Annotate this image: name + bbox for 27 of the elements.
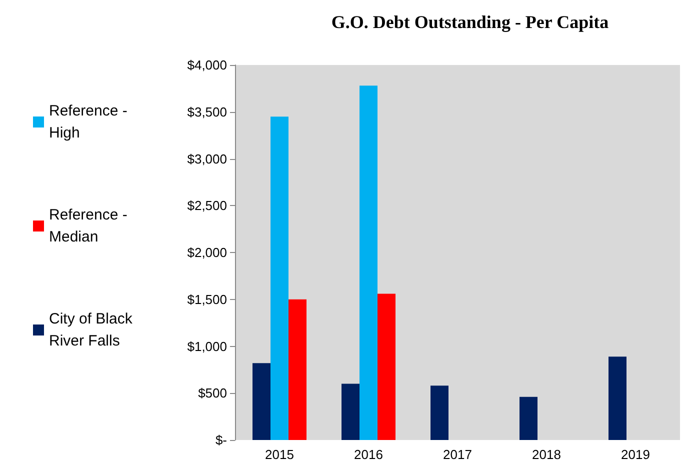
bar [252,363,270,440]
chart-title: G.O. Debt Outstanding - Per Capita [331,12,609,32]
y-tick-label: $500 [198,386,227,401]
bar [270,116,288,440]
y-tick-label: $1,500 [187,292,227,307]
x-tick-label: 2017 [443,447,472,462]
x-tick-label: 2015 [265,447,294,462]
x-tick-label: 2019 [621,447,650,462]
bar [342,384,360,440]
bar [288,299,306,440]
bar [520,396,538,440]
x-tick-label: 2018 [532,447,561,462]
y-tick-label: $3,500 [187,104,227,120]
bar [378,294,396,440]
y-tick-label: $2,500 [187,198,227,214]
x-tick-label: 2016 [354,447,383,462]
y-tick-label: $4,000 [187,58,227,72]
legend-label: City of Black River Falls [49,310,137,350]
y-tick-label: $2,000 [187,245,227,260]
y-tick-label: $1,000 [187,338,227,354]
y-tick-label: $3,000 [187,151,227,166]
legend-label: Reference - High [49,102,132,142]
legend-label: Reference - Median [49,206,132,246]
bar [608,356,626,440]
y-tick-label: $- [215,432,227,448]
bar [430,386,448,440]
bar [360,86,378,440]
